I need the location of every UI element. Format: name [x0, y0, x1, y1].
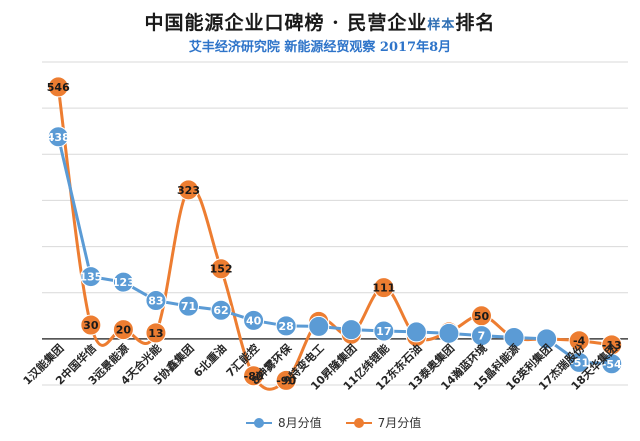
chart-title: 中国能源企业口碑榜 · 民营企业样本排名 [0, 8, 640, 35]
point-aug [243, 309, 265, 331]
point-jul [373, 277, 395, 299]
series-line-jul [56, 86, 612, 391]
data-label-jul: 546 [47, 81, 70, 94]
legend-label-aug: 8月分值 [278, 416, 322, 430]
data-label-jul: 30 [83, 319, 99, 332]
point-aug [373, 320, 395, 342]
point-jul [178, 179, 199, 201]
data-label-aug: -54 [602, 358, 622, 371]
point-jul [145, 322, 167, 344]
data-label-aug: 71 [181, 300, 196, 313]
point-aug [145, 290, 167, 312]
data-label-jul: 111 [372, 282, 395, 295]
data-label-aug: 83 [148, 295, 163, 308]
point-jul [80, 314, 102, 336]
point-aug [471, 325, 492, 347]
data-label-aug: -51 [569, 356, 589, 369]
legend-swatch-jul [345, 417, 372, 428]
data-label-jul: -4 [573, 335, 586, 348]
data-label-jul: 50 [474, 310, 490, 323]
point-jul [112, 319, 134, 341]
chart-title-main: 中国能源企业口碑榜 · 民营企业 [144, 12, 428, 34]
point-jul [568, 330, 590, 352]
legend-label-jul: 7月分值 [377, 416, 422, 430]
data-label-aug: 40 [246, 314, 262, 327]
point-aug [308, 315, 330, 337]
point-aug [178, 295, 199, 317]
data-label-aug: 438 [47, 131, 70, 144]
point-aug [438, 322, 460, 344]
data-label-aug: 123 [112, 276, 135, 289]
data-label-jul: -80 [244, 370, 264, 383]
series-line-aug [56, 136, 612, 366]
point-aug [405, 321, 427, 343]
legend-swatch-aug [246, 417, 272, 428]
legend-item-aug: 8月分值 [246, 414, 322, 431]
data-label-jul: -13 [602, 339, 622, 352]
data-label-jul: 152 [210, 263, 233, 276]
point-aug [503, 326, 525, 348]
data-label-aug: 17 [376, 325, 391, 338]
legend-item-jul: 7月分值 [345, 414, 422, 431]
point-aug [47, 126, 69, 148]
data-label-jul: 13 [148, 327, 163, 340]
point-aug [80, 266, 102, 288]
data-label-aug: 62 [213, 304, 228, 317]
chart-title-small: 样本 [427, 18, 456, 33]
point-jul [243, 365, 265, 387]
chart-title-end: 排名 [455, 12, 496, 34]
point-aug [601, 353, 623, 375]
point-aug [210, 299, 232, 321]
point-aug [340, 319, 362, 341]
data-label-aug: 135 [79, 271, 102, 284]
data-label-jul: 20 [116, 324, 132, 337]
data-label-aug: 28 [279, 320, 294, 333]
category-tick-label: 6北重油 [191, 341, 230, 380]
chart-subtitle: 艾丰经济研究院 新能源经贸观察 2017年8月 [188, 40, 452, 55]
data-label-aug: 7 [478, 330, 486, 343]
point-jul [47, 76, 69, 98]
point-jul [210, 258, 232, 280]
point-jul [275, 369, 297, 391]
data-label-jul: -90 [276, 374, 296, 387]
point-aug [112, 271, 134, 293]
point-aug [536, 328, 558, 350]
data-label-jul: 323 [177, 184, 200, 197]
legend: 8月分值 7月分值 [246, 414, 421, 431]
point-aug [568, 351, 590, 373]
point-aug [275, 315, 297, 337]
